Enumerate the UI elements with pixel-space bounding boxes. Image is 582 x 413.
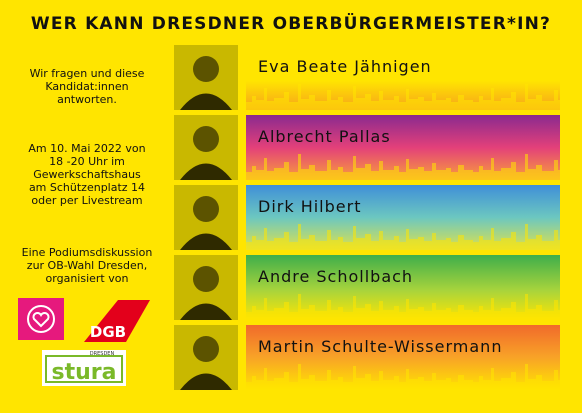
photo-body <box>180 233 232 250</box>
skyline <box>246 294 560 320</box>
photo-head <box>193 56 219 82</box>
photo-head <box>193 266 219 292</box>
logo-heart <box>18 298 64 340</box>
organizer-line: organisiert von <box>45 272 129 285</box>
event-line: 18 -20 Uhr im <box>49 155 125 168</box>
photo-head <box>193 126 219 152</box>
dgb-label: DGB <box>90 323 126 341</box>
photo-body <box>180 93 232 110</box>
photo-head <box>193 196 219 222</box>
event-line: Gewerkschaftshaus <box>33 168 141 181</box>
event-text: Am 10. Mai 2022 von 18 -20 Uhr im Gewerksc… <box>4 142 170 207</box>
intro-line: antworten. <box>57 93 117 106</box>
candidate-row: Martin Schulte-Wissermann <box>174 325 560 390</box>
stura-small-label: DRESDEN <box>90 351 115 357</box>
organizer-line: Eine Podiumsdiskussion <box>21 246 153 259</box>
skyline <box>246 364 560 390</box>
organizer-line: zur OB-Wahl Dresden, <box>26 259 148 272</box>
photo-body <box>180 163 232 180</box>
skyline <box>246 224 560 250</box>
skyline <box>246 84 560 110</box>
candidate-name: Albrecht Pallas <box>258 127 391 146</box>
photo-body <box>180 303 232 320</box>
logo-dgb: DGB <box>84 300 150 342</box>
event-line: am Schützenplatz 14 <box>28 181 146 194</box>
candidate-name: Eva Beate Jähnigen <box>258 57 432 76</box>
skyline <box>246 154 560 180</box>
candidate-row: Dirk Hilbert <box>174 185 560 250</box>
candidate-row: Andre Schollbach <box>174 255 560 320</box>
candidate-name: Dirk Hilbert <box>258 197 361 216</box>
stura-label: stura <box>52 360 117 385</box>
photo-body <box>180 373 232 390</box>
organizer-text: Eine Podiumsdiskussion zur OB-Wahl Dresde… <box>4 246 170 285</box>
title: WER KANN DRESDNER OBERBÜRGERMEISTER*IN? <box>30 14 552 34</box>
candidate-row: Eva Beate Jähnigen <box>174 45 560 110</box>
intro-line: Kandidat:innen <box>45 80 129 93</box>
intro-text: Wir fragen und diese Kandidat:innen antwor… <box>4 67 170 106</box>
photo-head <box>193 336 219 362</box>
logo-stura: DRESDEN stura <box>42 350 126 386</box>
candidate-name: Andre Schollbach <box>258 267 413 286</box>
candidate-row: Albrecht Pallas <box>174 115 560 180</box>
event-line: oder per Livestream <box>31 194 143 207</box>
intro-line: Wir fragen und diese <box>29 67 145 80</box>
event-line: Am 10. Mai 2022 von <box>28 142 146 155</box>
candidate-name: Martin Schulte-Wissermann <box>258 337 502 356</box>
